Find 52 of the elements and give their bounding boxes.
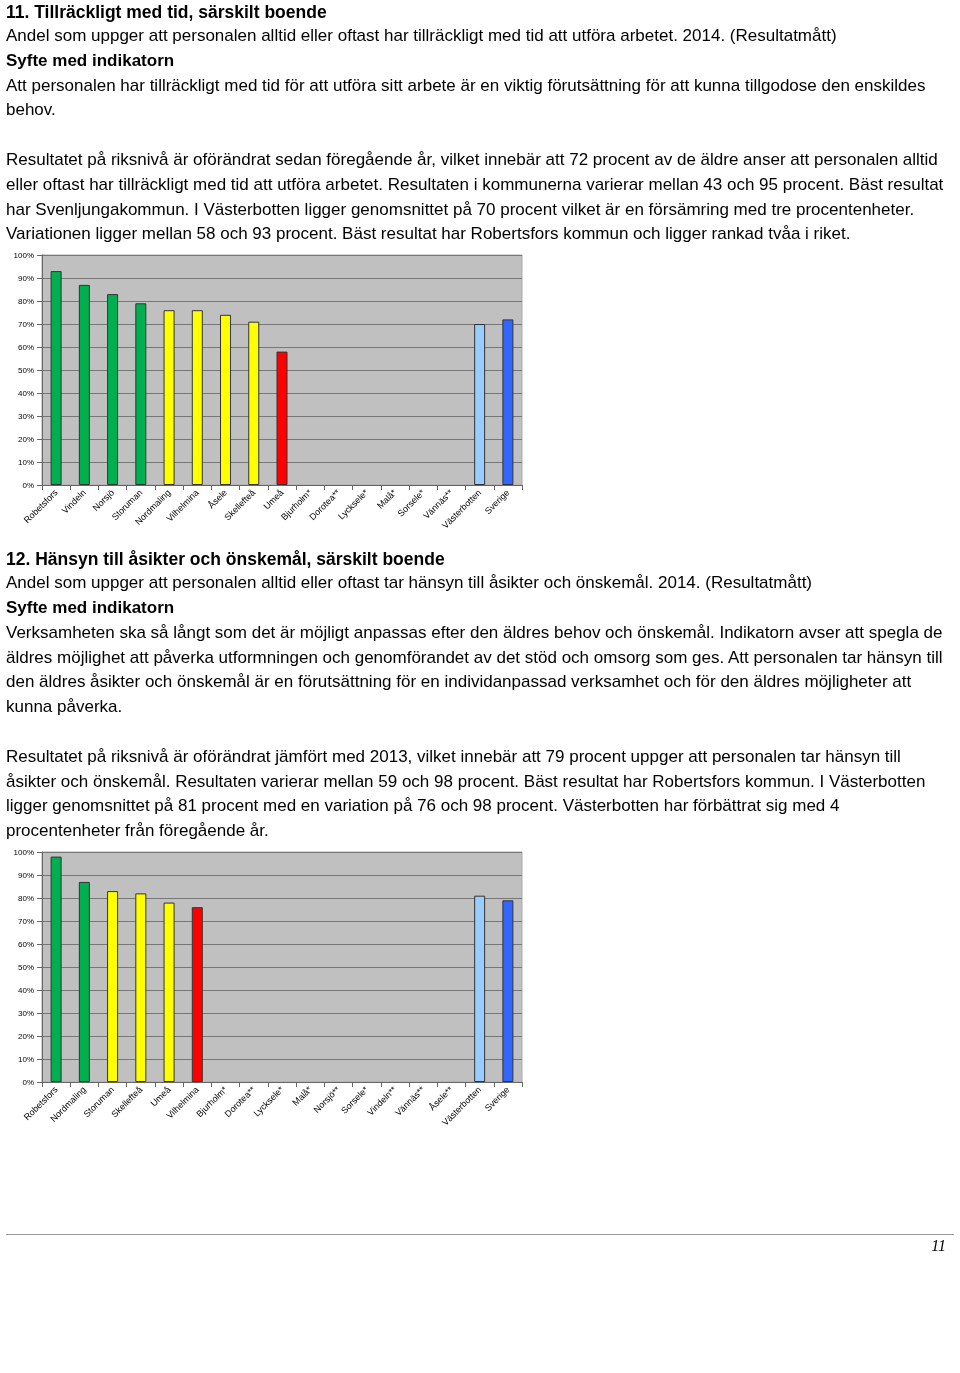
y-tick-label: 90%	[17, 870, 34, 880]
y-tick-label: 80%	[17, 893, 34, 903]
bar	[191, 310, 203, 486]
y-tick-label: 10%	[17, 1054, 34, 1064]
y-tick-label: 40%	[17, 388, 34, 398]
bar	[163, 902, 175, 1082]
y-tick-label: 0%	[22, 1077, 34, 1087]
bar	[502, 900, 514, 1082]
y-tick-label: 60%	[17, 342, 34, 352]
bar	[135, 893, 147, 1082]
bar	[78, 285, 90, 486]
bar	[78, 881, 90, 1082]
bar	[474, 895, 486, 1082]
y-tick-label: 30%	[17, 411, 34, 421]
y-tick-label: 50%	[17, 365, 34, 375]
text: Resultatet på riksnivå är oförändrat jämfört med 2013, vilket innebär att 79 procent uppger att personalen tar hänsyn till åsikter och önskemål. Resultaten varierar mellan 59 och 98 procent. Bäst resultat har Robertsfors kommun. I Västerbotten ligger genomsnittet på 81 procent med en variation på 76 och 98 procent. Västerbotten har förbättrat sig med 4 procentenheter från föregående år.	[6, 745, 927, 843]
y-tick-label: 100%	[13, 847, 34, 857]
y-tick-label: 40%	[17, 985, 34, 995]
bar	[107, 294, 119, 486]
y-tick-label: 80%	[17, 296, 34, 306]
y-tick-label: 60%	[17, 939, 34, 949]
bar	[276, 351, 288, 486]
y-tick-label: 70%	[17, 916, 34, 926]
y-tick-label: 90%	[17, 273, 34, 283]
text: 11	[931, 1236, 946, 1254]
y-tick-label: 30%	[17, 1008, 34, 1018]
chart-subtitle: Andel som uppger att personalen alltid eller oftast har tillräckligt med tid att utföra arbetet. 2014. (Resultatmått)	[6, 25, 838, 47]
bar	[135, 303, 147, 486]
bar	[50, 271, 62, 486]
y-tick-label: 20%	[17, 434, 34, 444]
bar	[248, 321, 260, 486]
text: Syfte med indikatorn	[6, 49, 176, 72]
bar	[163, 310, 175, 486]
y-tick-label: 0%	[22, 480, 34, 490]
text: Att personalen har tillräckligt med tid för att utföra sitt arbete är en viktig förutsättning för att kunna tillgodose den enskildes behov.	[6, 74, 927, 122]
text: Verksamheten ska så långt som det är möjligt anpassas efter den äldres behov och önskemål. Indikatorn avser att spegla de äldres möjlighet att påverka utformningen och genomförandet av det stöd och omsorg som ges. Att personalen tar hänsyn till den äldres åsikter och önskemål är en förutsättning för en individanpassad verksamhet och för den äldres möjligheter att kunna påverka.	[6, 621, 944, 719]
y-tick-label: 100%	[13, 250, 34, 260]
text: Syfte med indikatorn	[6, 596, 176, 619]
text: Resultatet på riksnivå är oförändrat sedan föregående år, vilket innebär att 72 procent av de äldre anser att personalen alltid eller oftast har tillräckligt med tid att utföra arbetet. Resultaten i kommunerna varierar mellan 43 och 95 procent. Bäst resultat har Svenljungakommun. I Västerbotten ligger genomsnittet på 70 procent vilket är en försämring med tre procentenheter. Variationen ligger mellan 58 och 93 procent. Bäst resultat har Robertsfors kommun och ligger rankad tvåa i riket.	[6, 149, 945, 246]
y-tick-label: 70%	[17, 319, 34, 329]
bar	[502, 319, 514, 486]
y-tick-label: 20%	[17, 1031, 34, 1041]
bar	[220, 314, 232, 486]
bar	[50, 856, 62, 1082]
bar	[107, 891, 119, 1082]
chart-title: 12. Hänsyn till åsikter och önskemål, särskilt boende	[6, 548, 446, 572]
y-tick-label: 10%	[17, 457, 34, 467]
chart-subtitle: Andel som uppger att personalen alltid eller oftast tar hänsyn till åsikter och önskemål. 2014. (Resultatmått)	[6, 572, 814, 595]
bar	[474, 324, 486, 486]
chart-title: 11. Tillräckligt med tid, särskilt boende	[6, 1, 328, 24]
y-tick-label: 50%	[17, 962, 34, 972]
bar	[191, 907, 203, 1082]
